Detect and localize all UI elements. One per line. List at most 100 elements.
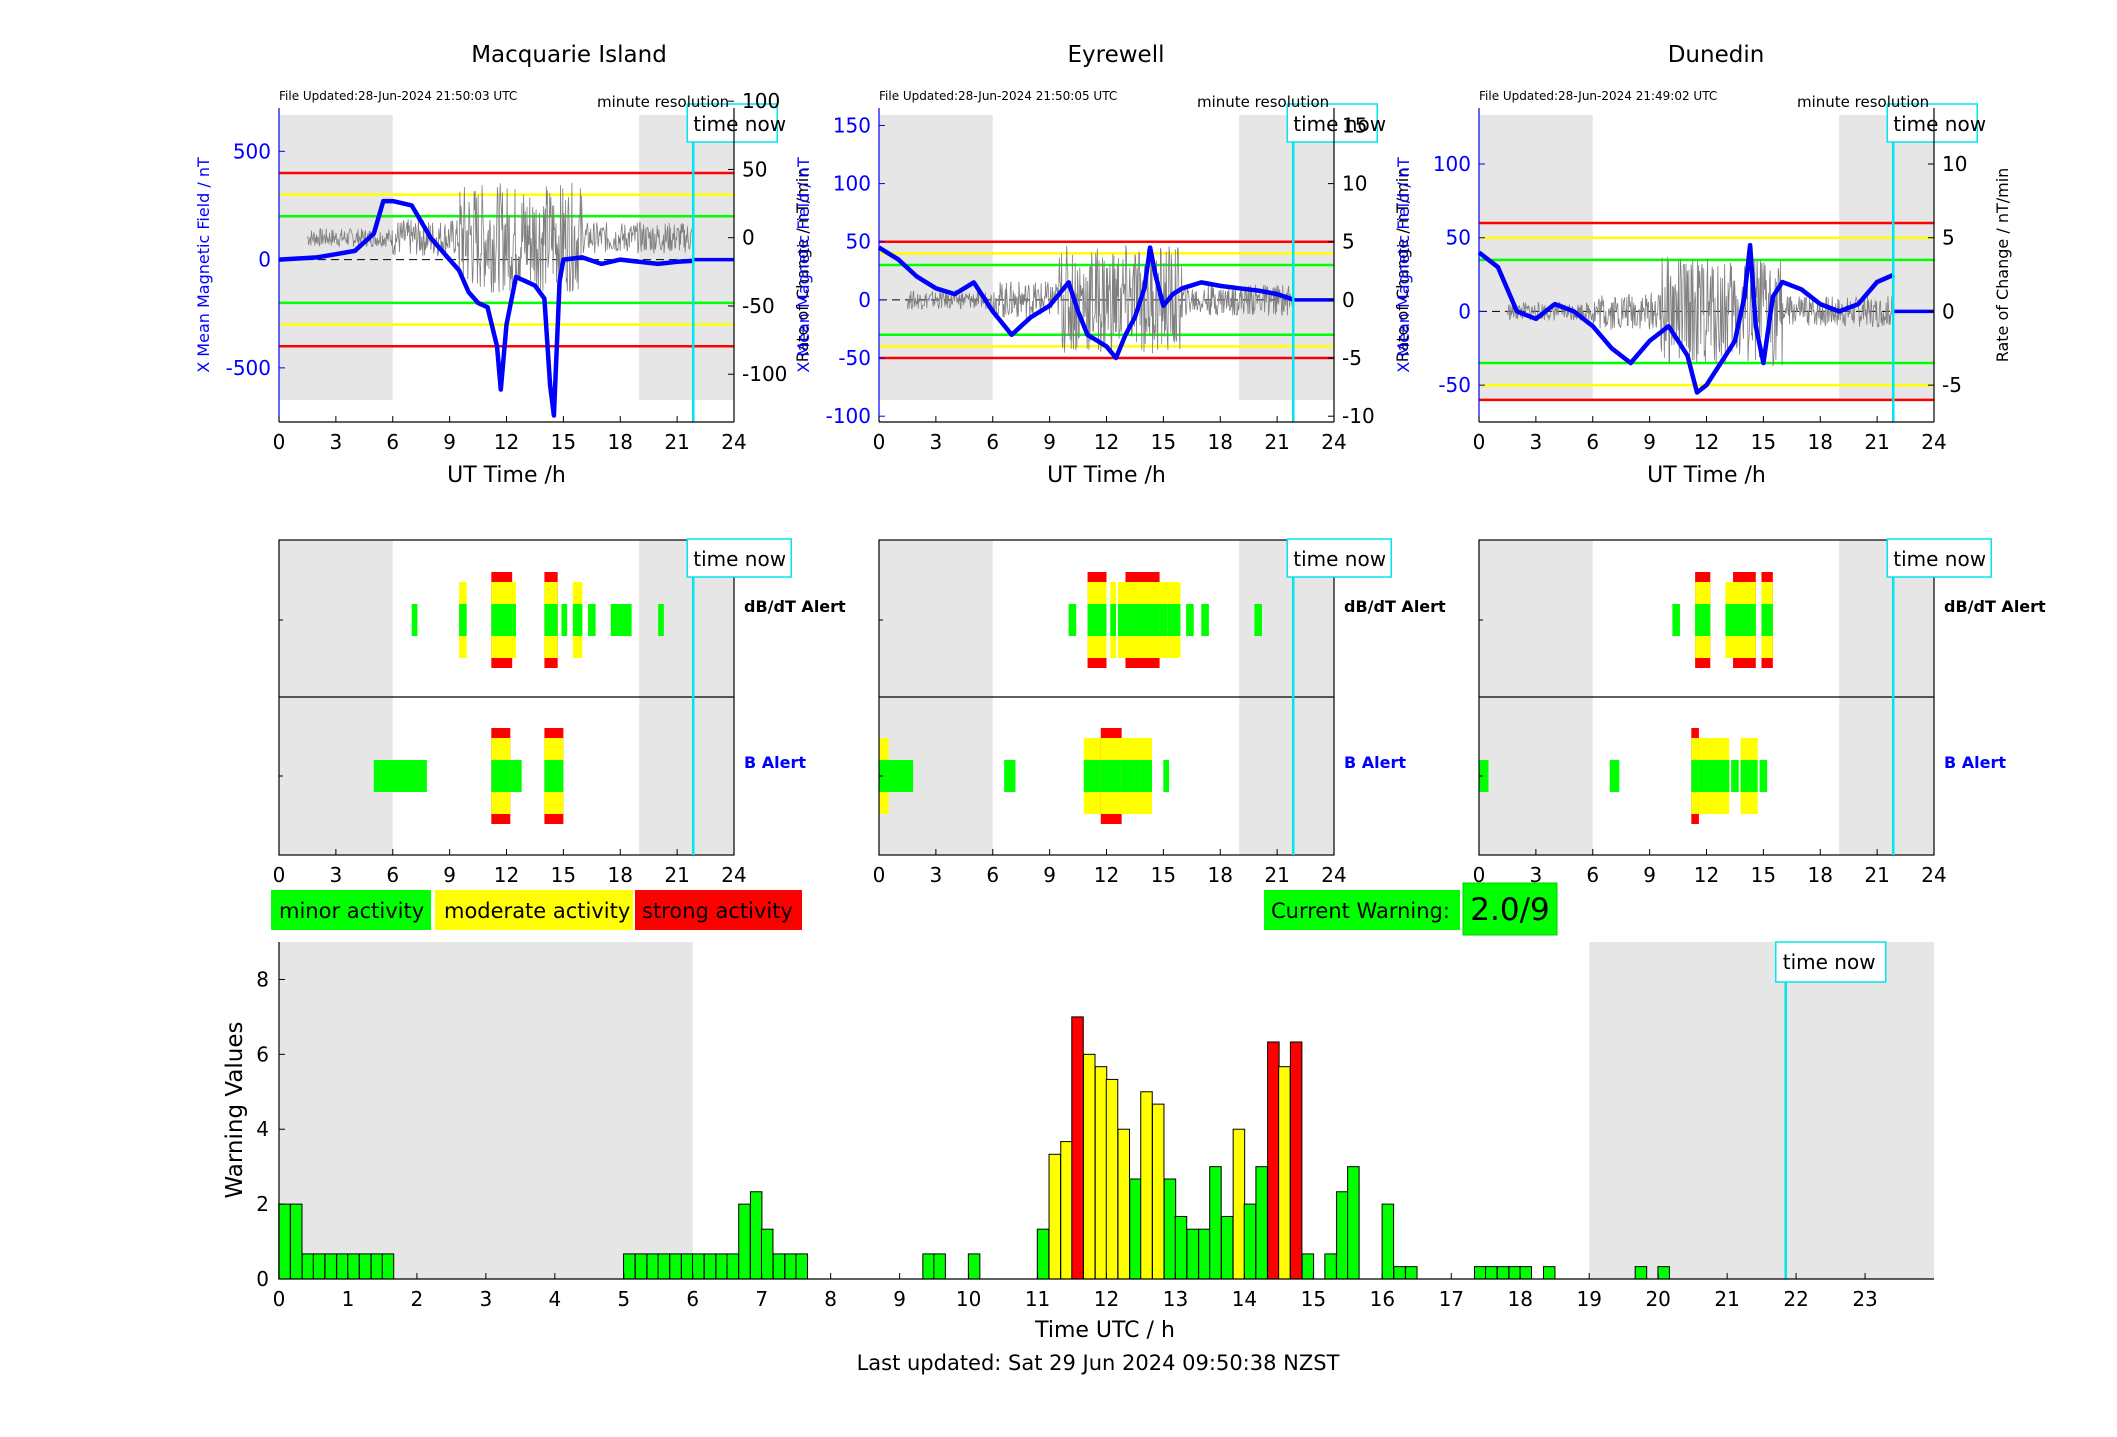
warning-bar [657,1253,671,1280]
dbdt-alert-block [1672,604,1680,636]
warning-bar [1634,1266,1648,1280]
dbdt-alert-block [561,604,568,636]
warning-x-tick-label: 8 [824,1287,837,1311]
warning-x-axis-label: Time UTC / h [1034,1318,1175,1343]
x-tick-label: 3 [930,430,943,454]
file-updated-text: File Updated:28-Jun-2024 21:50:03 UTC [279,89,517,103]
x-axis-label: UT Time /h [1047,463,1166,488]
warning-bar [1301,1253,1315,1280]
left-tick-label: -50 [1438,373,1471,397]
warning-bar [1220,1215,1234,1280]
x-tick-label: 9 [1043,430,1056,454]
x-tick-label: 18 [1208,430,1233,454]
x-tick-label: 12 [1694,430,1719,454]
b-alert-block [888,760,914,792]
warning-bar [370,1253,384,1280]
legend-minor-swatch [271,890,431,930]
left-tick-label: -50 [838,346,871,370]
b-alert-block [1479,760,1489,792]
right-tick-label: 15 [1342,113,1367,137]
warning-bar [1174,1215,1188,1280]
x-tick-label: 6 [1586,430,1599,454]
warning-y-tick-label: 0 [256,1267,269,1291]
dbdt-alert-block [658,604,664,636]
field-trace [278,198,695,418]
warning-y-tick-label: 6 [256,1042,269,1066]
warning-x-tick-label: 14 [1232,1287,1257,1311]
warning-x-tick-label: 12 [1094,1287,1119,1311]
warning-bar [1508,1266,1521,1280]
b-alert-label: B Alert [1344,753,1406,772]
warning-bar [933,1253,946,1280]
y-axis-label-left: X Mean Magnetic Field / nT [194,157,213,373]
file-updated-text: File Updated:28-Jun-2024 21:49:02 UTC [1479,89,1717,103]
alert-x-tick-label: 24 [1321,863,1346,887]
warning-bar [772,1253,786,1280]
alert-time-now-box [1286,538,1392,578]
warning-bar [1657,1266,1670,1280]
warning-bar [381,1253,395,1280]
warning-bar [1071,1016,1084,1280]
b-alert-block [510,760,522,792]
alert-x-tick-label: 9 [443,863,456,887]
dbdt-alert-block [459,604,467,636]
x-tick-label: 6 [986,430,999,454]
warning-bar [692,1253,705,1280]
y-axis-label-right: Rate of Change / nT/min [1393,168,1412,363]
alert-x-tick-label: 12 [1094,863,1119,887]
left-tick-label: 0 [258,248,271,272]
warning-bar [922,1253,935,1280]
legend-moderate-swatch [435,890,633,930]
alert-x-tick-label: 0 [273,863,286,887]
rate-of-change-trace [307,182,694,293]
time-now-label: time now [1893,112,1986,136]
dbdt-alert-block [610,604,632,636]
x-tick-label: 21 [1264,430,1289,454]
warning-x-tick-label: 22 [1783,1287,1808,1311]
x-tick-label: 15 [1151,430,1176,454]
alert-x-tick-label: 3 [1530,863,1543,887]
b-alert-block [1698,760,1730,792]
warning-y-tick-label: 2 [256,1192,269,1216]
alert-x-tick-label: 18 [1208,863,1233,887]
right-tick-label: 0 [1942,299,1955,323]
warning-bar [784,1253,797,1280]
y-axis-label-left: X Mean Magnetic Field / nT [794,157,813,373]
dbdt-alert-block [1125,604,1160,636]
warning-bar [1278,1066,1291,1280]
alert-x-tick-label: 18 [608,863,633,887]
legend-minor-label: minor activity [279,899,424,923]
resolution-text: minute resolution [597,93,729,111]
warning-x-tick-label: 21 [1714,1287,1739,1311]
b-alert-block [373,760,427,792]
warning-x-tick-label: 7 [755,1287,768,1311]
dbdt-alert-block [1159,604,1168,636]
alert-time-now-label: time now [1293,547,1386,571]
dbdt-alert-block [491,604,513,636]
x-tick-label: 3 [1530,430,1543,454]
alert-time-now-label: time now [1893,547,1986,571]
alert-time-now-label: time now [693,547,786,571]
x-tick-label: 21 [1864,430,1889,454]
x-tick-label: 9 [1643,430,1656,454]
warning-x-tick-label: 3 [480,1287,493,1311]
dbdt-alert-block [1761,604,1773,636]
x-tick-label: 21 [664,430,689,454]
warning-x-tick-label: 1 [342,1287,355,1311]
x-tick-label: 18 [608,430,633,454]
right-tick-label: -5 [1942,373,1962,397]
x-tick-label: 24 [1921,430,1946,454]
warning-x-tick-label: 17 [1439,1287,1464,1311]
current-warning-value-box [1462,882,1558,936]
rate-of-change-line [1507,256,1894,366]
left-tick-label: 100 [833,172,871,196]
alert-x-tick-label: 24 [721,863,746,887]
warning-bar [1485,1266,1498,1280]
right-tick-label: 5 [1942,226,1955,250]
b-alert-block [1121,760,1141,792]
x-tick-label: 0 [273,430,286,454]
dbdt-alert-block [1167,604,1181,636]
